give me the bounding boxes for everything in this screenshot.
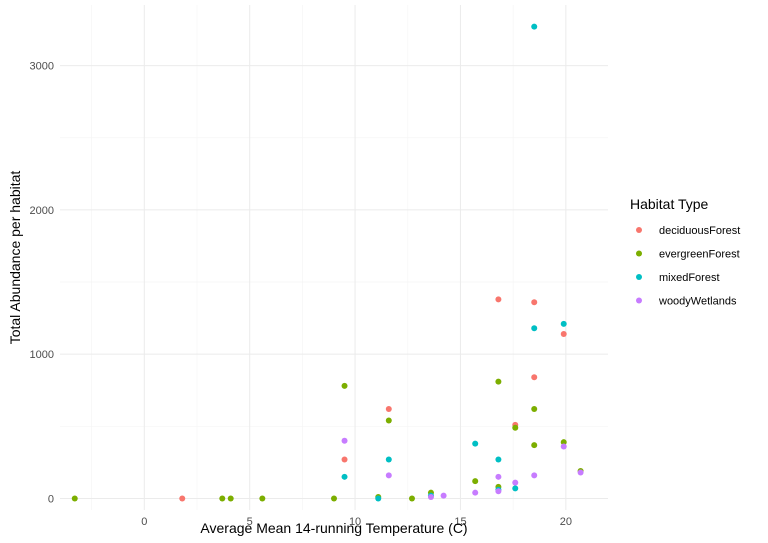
legend-label-mixedForest: mixedForest: [659, 272, 720, 284]
data-point-mixedForest: [472, 440, 479, 447]
y-tick-label: 3000: [30, 61, 54, 73]
data-point-evergreenForest: [512, 424, 519, 431]
data-point-woodyWetlands: [472, 489, 479, 496]
y-tick-label: 0: [48, 493, 54, 505]
x-tick-label: 0: [141, 516, 147, 528]
data-point-deciduousForest: [495, 296, 502, 303]
x-tick-label: 10: [349, 516, 361, 528]
y-axis-title: Total Abundance per habitat: [7, 171, 23, 345]
y-tick-label: 1000: [30, 349, 54, 361]
data-point-mixedForest: [495, 456, 502, 463]
grid: [60, 5, 608, 510]
x-tick-label: 20: [560, 516, 572, 528]
data-point-evergreenForest: [531, 406, 538, 412]
data-point-evergreenForest: [331, 495, 337, 502]
data-point-mixedForest: [385, 456, 392, 463]
data-point-evergreenForest: [71, 495, 78, 502]
legend-label-deciduousForest: deciduousForest: [659, 225, 740, 237]
data-point-mixedForest: [531, 23, 538, 30]
data-point-mixedForest: [531, 325, 538, 332]
data-point-woodyWetlands: [341, 437, 348, 444]
data-point-deciduousForest: [531, 299, 538, 306]
data-point-woodyWetlands: [385, 472, 392, 479]
legend-key-woodyWetlands: [636, 297, 642, 304]
legend-key-deciduousForest: [636, 227, 642, 233]
x-tick-label: 5: [247, 516, 253, 528]
data-point-evergreenForest: [408, 495, 415, 502]
data-point-woodyWetlands: [560, 443, 567, 450]
data-point-mixedForest: [560, 320, 567, 327]
data-point-evergreenForest: [259, 495, 266, 502]
data-point-woodyWetlands: [427, 494, 434, 501]
legend: Habitat Type deciduousForest evergreenFor…: [630, 196, 740, 308]
data-point-deciduousForest: [179, 495, 186, 502]
data-point-deciduousForest: [385, 406, 392, 412]
data-point-woodyWetlands: [531, 472, 538, 479]
data-points: [71, 23, 584, 502]
data-point-evergreenForest: [341, 382, 348, 389]
x-tick-label: 15: [454, 516, 466, 528]
data-point-woodyWetlands: [512, 479, 519, 486]
data-point-evergreenForest: [472, 478, 479, 485]
legend-title: Habitat Type: [630, 196, 709, 212]
legend-label-evergreenForest: evergreenForest: [659, 249, 740, 261]
data-point-mixedForest: [375, 495, 382, 502]
data-point-woodyWetlands: [495, 473, 502, 480]
y-tick-label: 2000: [30, 205, 54, 217]
data-point-mixedForest: [341, 473, 348, 480]
legend-label-woodyWetlands: woodyWetlands: [658, 296, 737, 308]
y-axis-ticks: 0 1000 2000 3000: [30, 61, 54, 506]
data-point-evergreenForest: [495, 378, 502, 385]
data-point-deciduousForest: [531, 374, 538, 381]
data-point-evergreenForest: [219, 495, 226, 502]
data-point-evergreenForest: [385, 417, 392, 424]
data-point-evergreenForest: [227, 495, 234, 502]
data-point-mixedForest: [512, 485, 519, 492]
legend-key-mixedForest: [636, 274, 642, 280]
data-point-deciduousForest: [560, 330, 567, 337]
data-point-woodyWetlands: [577, 469, 584, 476]
data-point-woodyWetlands: [495, 488, 502, 495]
data-point-woodyWetlands: [440, 492, 447, 499]
legend-key-evergreenForest: [636, 250, 642, 257]
data-point-deciduousForest: [341, 456, 348, 463]
x-axis-ticks: 0 5 10 15 20: [141, 516, 572, 528]
data-point-evergreenForest: [531, 442, 538, 449]
data-point-evergreenForest: [560, 439, 567, 446]
x-axis-title: Average Mean 14-running Temperature (C): [200, 520, 467, 536]
